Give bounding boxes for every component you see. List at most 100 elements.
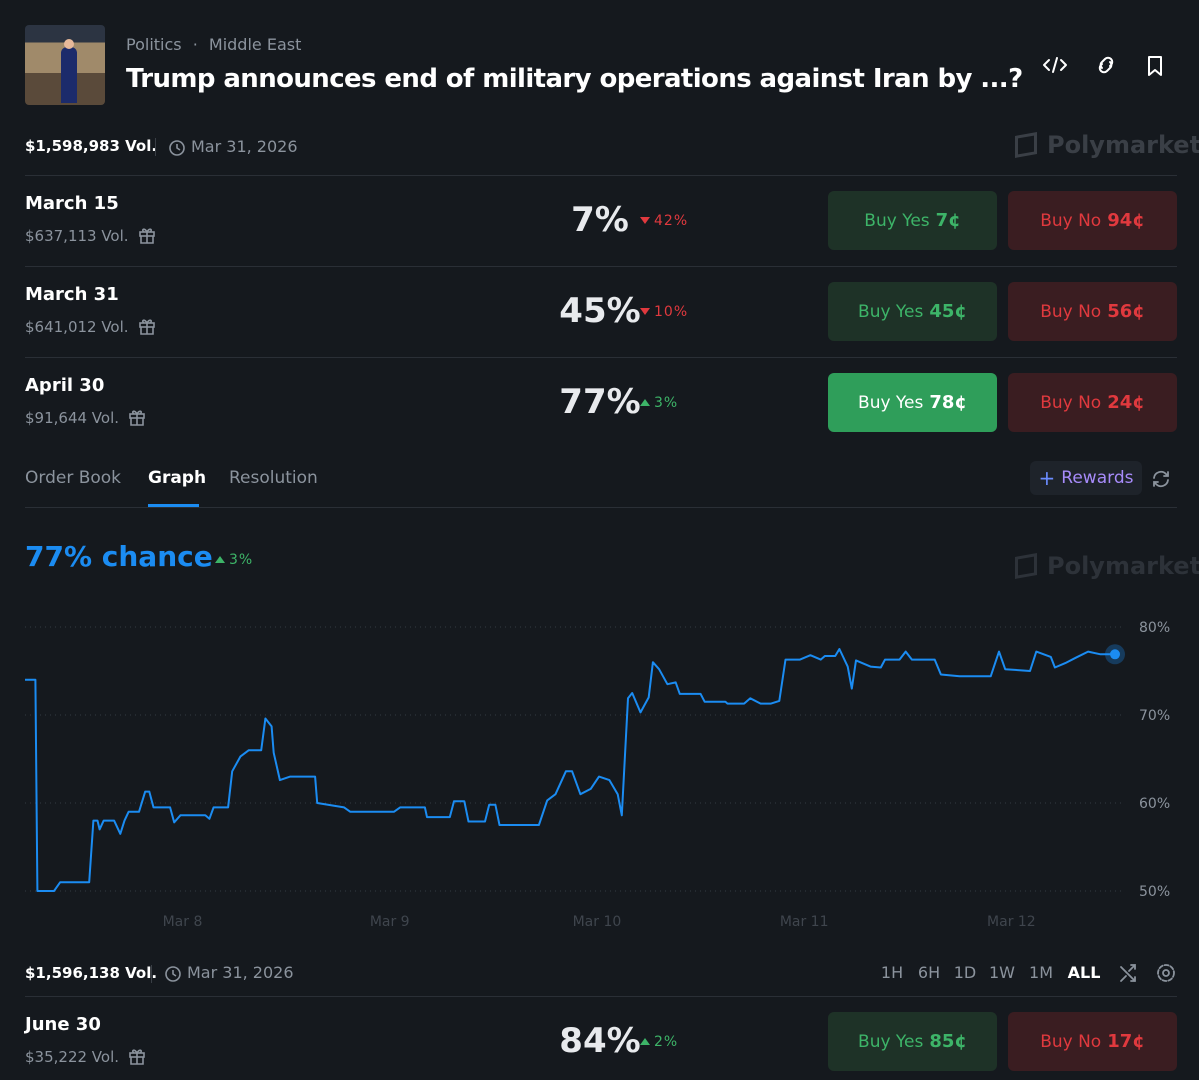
buy-yes-label: Buy Yes [858, 392, 924, 413]
graph-watermark: Polymarket [1015, 552, 1199, 580]
divider [25, 507, 1177, 508]
buy-yes-label: Buy Yes [858, 1031, 924, 1052]
tab[interactable]: Order Book [25, 468, 122, 488]
buy-yes-button[interactable]: Buy Yes 85¢ [828, 1012, 997, 1071]
buy-no-label: Buy No [1040, 1031, 1102, 1052]
header-icons [1043, 56, 1162, 76]
outcome-name: March 31 [25, 284, 119, 305]
compare-icon[interactable] [1120, 964, 1136, 982]
brand: Polymarket [1047, 131, 1199, 159]
outcome-change: 10% [640, 304, 688, 320]
divider [25, 175, 1177, 176]
rewards-button[interactable]: + Rewards [1030, 461, 1142, 495]
brand: Polymarket [1047, 552, 1199, 580]
link-icon[interactable] [1098, 56, 1114, 74]
outcome-chance: 45% [559, 291, 641, 331]
x-tick-label: Mar 12 [987, 914, 1036, 930]
outcome-change: 3% [640, 395, 678, 411]
gift-icon[interactable] [138, 317, 156, 335]
bookmark-icon[interactable] [1148, 56, 1162, 76]
separator [151, 965, 152, 983]
buy-no-button[interactable]: Buy No 56¢ [1008, 282, 1177, 341]
outcome-volume: $35,222 Vol. [25, 1047, 146, 1066]
outcome-volume: $641,012 Vol. [25, 317, 156, 336]
current-point [1110, 649, 1120, 660]
x-tick-label: Mar 9 [370, 914, 410, 930]
buy-no-button[interactable]: Buy No 94¢ [1008, 191, 1177, 250]
buy-yes-button[interactable]: Buy Yes 45¢ [828, 282, 997, 341]
outcome-name: April 30 [25, 375, 105, 396]
outcome-name: June 30 [25, 1014, 101, 1035]
y-tick-label: 80% [1139, 620, 1170, 636]
y-tick-label: 50% [1139, 884, 1170, 900]
outcome-chance: 7% [571, 200, 629, 240]
buy-no-label: Buy No [1040, 301, 1102, 322]
divider [25, 266, 1177, 267]
settings-icon[interactable] [1157, 964, 1175, 982]
outcome-volume: $91,644 Vol. [25, 408, 146, 427]
outcome-name: March 15 [25, 193, 119, 214]
buy-no-price: 24¢ [1107, 392, 1145, 413]
clock-icon [169, 140, 185, 156]
outcome-change: 2% [640, 1034, 678, 1050]
range-option[interactable]: 1H [880, 963, 904, 982]
total-volume: $1,596,138 Vol. [25, 964, 158, 982]
separator [155, 138, 156, 156]
end-date: Mar 31, 2026 [191, 137, 298, 156]
brand-watermark: Polymarket [1015, 131, 1199, 159]
tab[interactable]: Resolution [229, 468, 318, 488]
gift-icon[interactable] [128, 1047, 146, 1065]
buy-no-price: 94¢ [1107, 210, 1145, 231]
graph-change: 3% [215, 552, 253, 568]
buy-no-button[interactable]: Buy No 17¢ [1008, 1012, 1177, 1071]
subcategory[interactable]: Middle East [208, 35, 302, 54]
market-thumbnail [25, 25, 105, 105]
buy-yes-price: 45¢ [929, 301, 967, 322]
buy-no-button[interactable]: Buy No 24¢ [1008, 373, 1177, 432]
buy-yes-label: Buy Yes [858, 301, 924, 322]
rewards-label: Rewards [1061, 468, 1134, 488]
buy-no-price: 56¢ [1107, 301, 1145, 322]
divider [25, 357, 1177, 358]
gift-icon[interactable] [138, 226, 156, 244]
category[interactable]: Politics [126, 35, 182, 54]
range-option[interactable]: ALL [1067, 963, 1101, 982]
buy-yes-price: 7¢ [935, 210, 961, 231]
x-tick-label: Mar 10 [573, 914, 622, 930]
graph-headline: 77% chance [25, 540, 213, 573]
breadcrumb: Politics · Middle East [126, 35, 302, 54]
buy-no-label: Buy No [1040, 392, 1102, 413]
buy-no-price: 17¢ [1107, 1031, 1145, 1052]
price-line [25, 648, 1115, 892]
tab[interactable]: Graph [148, 468, 207, 488]
outcome-volume: $637,113 Vol. [25, 226, 156, 245]
range-option[interactable]: 1D [953, 963, 977, 982]
market-title: Trump announces end of military operatio… [126, 64, 1023, 94]
buy-no-label: Buy No [1040, 210, 1102, 231]
buy-yes-button[interactable]: Buy Yes 7¢ [828, 191, 997, 250]
outcome-chance: 77% [559, 382, 641, 422]
x-tick-label: Mar 11 [780, 914, 829, 930]
buy-yes-label: Buy Yes [864, 210, 930, 231]
end-date: Mar 31, 2026 [187, 963, 294, 982]
total-volume: $1,598,983 Vol. [25, 137, 158, 155]
outcome-chance: 84% [559, 1021, 641, 1061]
refresh-icon[interactable] [1151, 469, 1171, 489]
range-option[interactable]: 1M [1029, 963, 1053, 982]
chart-tools [1120, 964, 1175, 982]
outcome-change: 42% [640, 213, 688, 229]
y-tick-label: 60% [1139, 796, 1170, 812]
buy-yes-price: 78¢ [929, 392, 967, 413]
buy-yes-price: 85¢ [929, 1031, 967, 1052]
range-option[interactable]: 6H [917, 963, 941, 982]
current-point-halo [1105, 644, 1125, 665]
gift-icon[interactable] [128, 408, 146, 426]
buy-yes-button[interactable]: Buy Yes 78¢ [828, 373, 997, 432]
clock-icon [165, 966, 181, 982]
divider [25, 996, 1177, 997]
active-tab-indicator [148, 504, 199, 507]
x-tick-label: Mar 8 [163, 914, 203, 930]
range-option[interactable]: 1W [989, 963, 1015, 982]
embed-icon[interactable] [1043, 57, 1067, 73]
